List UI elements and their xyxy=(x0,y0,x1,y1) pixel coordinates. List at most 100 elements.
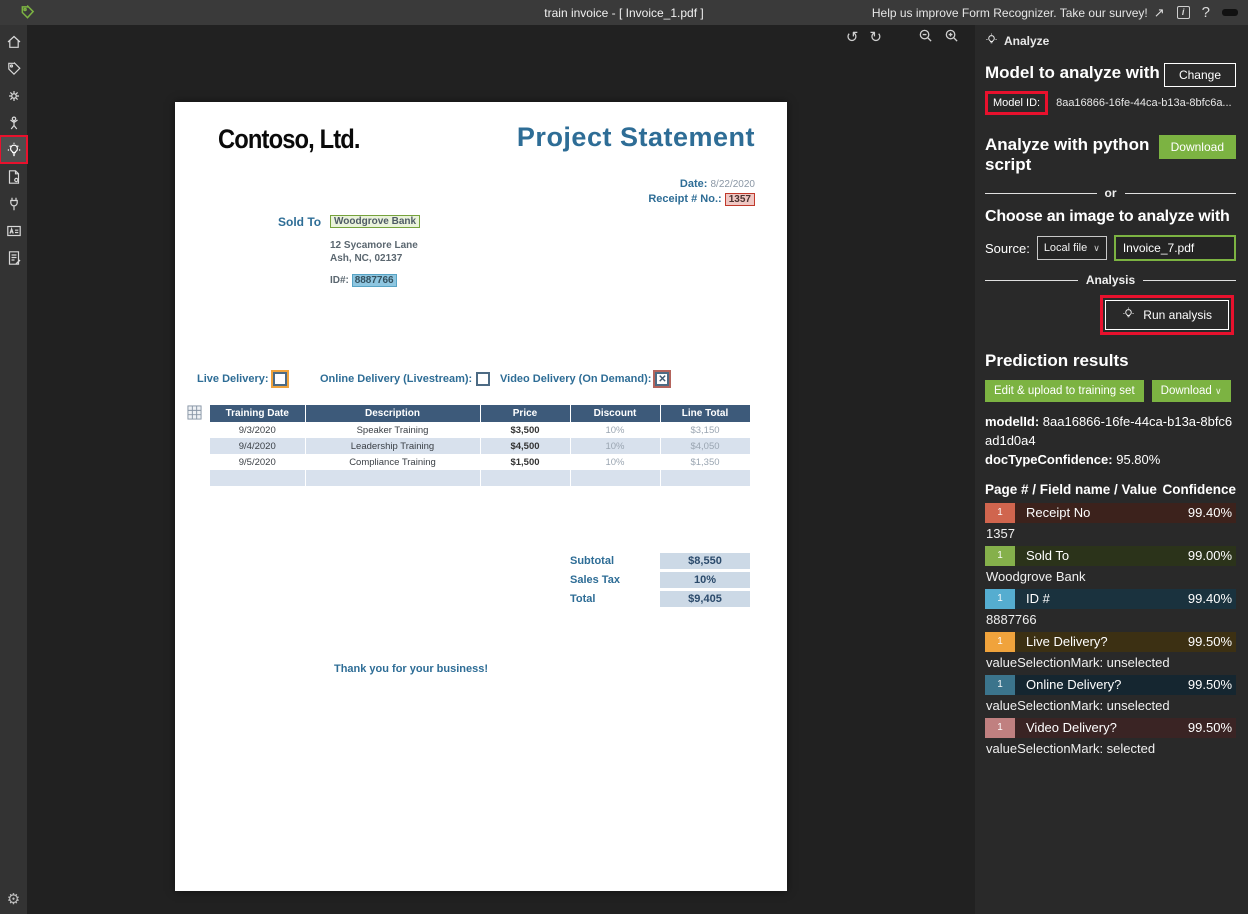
page-number-badge: 1 xyxy=(985,717,1015,738)
invoice-table-row: 9/4/2020 Leadership Training $4,500 10% $4,0… xyxy=(210,438,751,454)
prediction-field-row[interactable]: 1 Live Delivery? 99.50% xyxy=(985,631,1236,652)
page-number-badge: 1 xyxy=(985,502,1015,523)
window-title: train invoice - [ Invoice_1.pdf ] xyxy=(544,5,704,20)
prediction-field-row[interactable]: 1 Sold To 99.00% xyxy=(985,545,1236,566)
totals-label: Total xyxy=(570,592,596,605)
sidebar-item-connections[interactable] xyxy=(0,190,27,217)
invoice-table-cell: $4,500 xyxy=(480,438,571,454)
external-link-icon: ↗ xyxy=(1153,5,1165,20)
document-canvas: ↺ ↻ Contoso, Ltd. Project Statement Date… xyxy=(27,25,975,914)
run-analysis-bulb-icon xyxy=(1122,307,1135,323)
invoice-table-header: Training Date Description Price Discount Lin… xyxy=(210,405,751,422)
chevron-down-icon: ∨ xyxy=(1215,386,1222,397)
source-dropdown-value: Local file xyxy=(1043,242,1088,255)
prediction-field: 1 Receipt No 99.40% 1357 xyxy=(985,502,1236,541)
id-line: ID#: 8887766 xyxy=(330,274,397,287)
prediction-list-header: Page # / Field name / Value Confidence xyxy=(985,481,1236,497)
layout-analyze-icon xyxy=(8,250,20,265)
prediction-field-row[interactable]: 1 Video Delivery? 99.50% xyxy=(985,717,1236,738)
sidebar-item-text-recognition[interactable] xyxy=(0,217,27,244)
download-results-button[interactable]: Download ∨ xyxy=(1151,380,1231,403)
rotate-clockwise-icon[interactable]: ↻ xyxy=(869,28,882,46)
prediction-field-row[interactable]: 1 Online Delivery? 99.50% xyxy=(985,674,1236,695)
model-compose-icon xyxy=(9,115,18,129)
totals-value: 10% xyxy=(660,571,750,588)
invoice-table-row xyxy=(210,470,751,486)
sidebar-item-tags[interactable] xyxy=(0,55,27,82)
field-name: ID # xyxy=(1026,591,1050,607)
file-name-input[interactable]: Invoice_7.pdf xyxy=(1113,235,1236,262)
field-value: valueSelectionMark: unselected xyxy=(986,697,1170,713)
totals-value: $9,405 xyxy=(660,590,750,607)
totals-row: Subtotal $8,550 xyxy=(570,551,750,570)
change-model-button[interactable]: Change xyxy=(1163,63,1236,87)
online-delivery-checkbox[interactable] xyxy=(476,372,491,386)
invoice-table-cell: 10% xyxy=(570,422,661,438)
tag-icon xyxy=(7,61,21,75)
column-header: Discount xyxy=(570,405,661,422)
invoice-table-row: 9/3/2020 Speaker Training $3,500 10% $3,150 xyxy=(210,422,751,438)
invoice-table-cell xyxy=(570,470,661,486)
settings-gear-icon[interactable]: ⚙ xyxy=(6,891,21,908)
home-icon xyxy=(7,35,20,48)
field-confidence: 99.50% xyxy=(1187,634,1232,650)
id-value-highlight[interactable]: 8887766 xyxy=(351,274,397,287)
edit-upload-button[interactable]: Edit & upload to training set xyxy=(985,380,1144,403)
field-name: Receipt No xyxy=(1026,505,1091,521)
result-model-id: 8aa16866-16fe-44ca-b13a-8bfc6ad1d0a4 xyxy=(985,414,1233,448)
prediction-field: 1 ID # 99.40% 8887766 xyxy=(985,588,1236,627)
invoice-table-cell: Speaker Training xyxy=(305,422,481,438)
chevron-down-icon: ∨ xyxy=(1093,242,1100,253)
zoom-out-icon[interactable] xyxy=(918,28,933,46)
sold-to-value-highlight[interactable]: Woodgrove Bank xyxy=(330,215,421,228)
receipt-number-highlight[interactable]: 1357 xyxy=(724,193,755,206)
run-analysis-label: Run analysis xyxy=(1143,308,1212,323)
train-icon xyxy=(8,90,19,101)
panel-tab-label: Analyze xyxy=(1004,34,1050,48)
field-value: 1357 xyxy=(986,525,1015,541)
sidebar-item-analyze[interactable] xyxy=(0,135,28,164)
document-page[interactable]: Contoso, Ltd. Project Statement Date: 8/… xyxy=(175,102,787,891)
sidebar-item-prebuilt-analyze[interactable] xyxy=(0,163,27,190)
prediction-field-row[interactable]: 1 ID # 99.40% xyxy=(985,588,1236,609)
rotate-counterclockwise-icon[interactable]: ↺ xyxy=(845,28,859,46)
title-bar: train invoice - [ Invoice_1.pdf ] Help u… xyxy=(0,0,1248,25)
online-delivery-checkbox-group: Online Delivery (Livestream): xyxy=(320,372,491,386)
invoice-table-row: 9/5/2020 Compliance Training $1,500 10% $1,3… xyxy=(210,454,751,470)
thank-you-text: Thank you for your business! xyxy=(333,663,489,675)
totals-label: Subtotal xyxy=(570,554,614,567)
help-icon[interactable]: ? xyxy=(1201,4,1210,21)
source-dropdown[interactable]: Local file ∨ xyxy=(1036,236,1107,261)
survey-link[interactable]: Help us improve Form Recognizer. Take ou… xyxy=(872,6,1165,20)
sidebar-item-home[interactable] xyxy=(0,28,27,55)
info-icon[interactable]: i xyxy=(1176,6,1190,19)
invoice-table-cell xyxy=(210,470,306,486)
column-header: Description xyxy=(305,405,481,422)
model-id-value: 8aa16866-16fe-44ca-b13a-8bfc6a... xyxy=(1056,97,1232,109)
doc-type-confidence: 95.80% xyxy=(1116,451,1161,467)
invoice-table-cell xyxy=(480,470,571,486)
table-grid-icon[interactable] xyxy=(187,405,202,420)
totals: Subtotal $8,550 Sales Tax 10% Total $9,405 xyxy=(570,551,750,608)
live-delivery-checkbox[interactable] xyxy=(270,370,289,388)
zoom-in-icon[interactable] xyxy=(944,28,959,46)
download-script-button[interactable]: Download xyxy=(1158,135,1236,159)
invoice-table-cell: 9/5/2020 xyxy=(210,454,306,470)
video-delivery-checkbox[interactable] xyxy=(653,370,672,388)
date-line: Date: 8/22/2020 xyxy=(679,178,755,190)
run-analysis-button[interactable]: Run analysis xyxy=(1105,300,1229,331)
python-section-heading: Analyze with python script xyxy=(985,135,1150,174)
sidebar-item-layout-analyze[interactable] xyxy=(0,244,27,271)
field-name: Live Delivery? xyxy=(1026,634,1108,650)
sidebar-item-model-compose[interactable] xyxy=(0,109,27,136)
page-number-badge: 1 xyxy=(985,588,1015,609)
totals-value: $8,550 xyxy=(660,552,750,569)
prediction-field-row[interactable]: 1 Receipt No 99.40% xyxy=(985,502,1236,523)
text-recognition-icon xyxy=(6,225,21,236)
invoice-table-cell: $3,150 xyxy=(660,422,751,438)
sidebar-item-train[interactable] xyxy=(0,82,27,109)
invoice-table-cell: Compliance Training xyxy=(305,454,481,470)
prediction-fields: 1 Receipt No 99.40% 1357 1 Sold To 99.00% Woodg… xyxy=(985,502,1236,756)
source-label: Source: xyxy=(985,240,1030,256)
totals-row: Sales Tax 10% xyxy=(570,570,750,589)
